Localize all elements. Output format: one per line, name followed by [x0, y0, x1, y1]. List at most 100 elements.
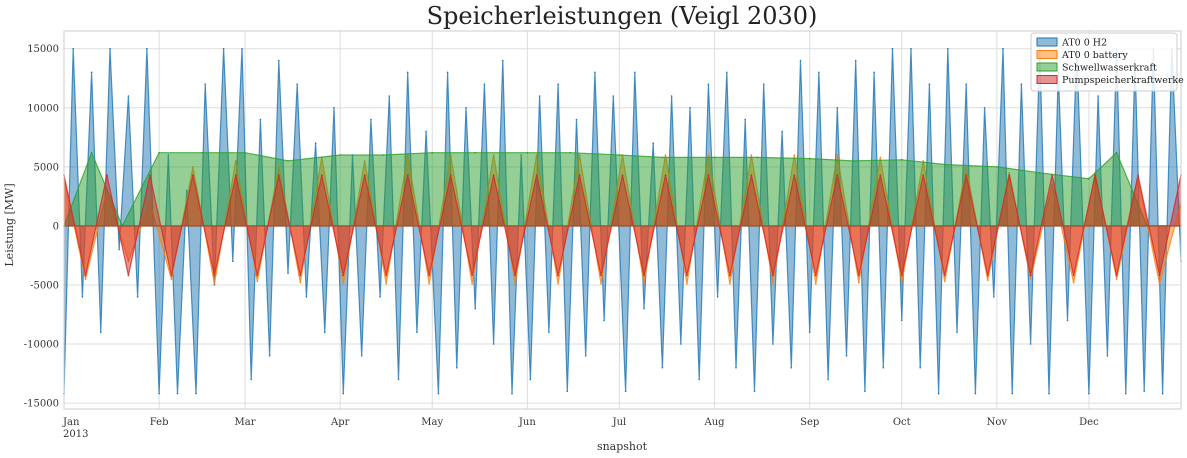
data-point [686, 283, 688, 285]
data-point [278, 59, 280, 62]
data-point [1097, 95, 1099, 97]
data-point [603, 319, 605, 322]
x-tick-label: Apr [330, 417, 350, 428]
data-point [1072, 281, 1075, 284]
data-point [901, 159, 903, 161]
x-tick-label: Oct [893, 417, 911, 428]
x-tick-label: Nov [987, 417, 1008, 428]
y-tick-label: 0 [53, 221, 59, 232]
data-point [268, 355, 271, 357]
data-point [756, 156, 759, 159]
data-point [772, 274, 774, 277]
data-point [1039, 172, 1041, 174]
data-point [474, 307, 477, 310]
legend-box [1030, 32, 1178, 92]
data-point [793, 174, 796, 176]
data-point [474, 151, 477, 154]
legend-swatch [1036, 62, 1058, 72]
data-point [90, 151, 93, 154]
plot-frame [63, 30, 1182, 410]
data-point [901, 281, 903, 284]
data-point [244, 151, 246, 154]
data-point [750, 174, 753, 176]
y-tick-label: 10000 [27, 103, 59, 114]
data-point [793, 154, 796, 156]
data-point [851, 160, 854, 162]
data-point [612, 95, 615, 97]
data-point [483, 83, 486, 85]
data-point [299, 281, 302, 284]
x-tick-label: Aug [704, 417, 726, 428]
data-point [986, 274, 989, 277]
data-point [84, 278, 87, 280]
data-point [1072, 274, 1075, 277]
data-point [1094, 174, 1096, 176]
data-point [781, 130, 783, 133]
legend-swatch [1036, 50, 1058, 59]
data-point [624, 390, 627, 393]
data-point [213, 283, 216, 285]
data-point [406, 71, 409, 74]
data-point [1088, 392, 1090, 395]
data-point [790, 366, 793, 369]
data-point [818, 71, 820, 74]
data-point [922, 160, 924, 162]
data-point [90, 71, 93, 74]
data-point [1002, 47, 1004, 50]
data-point [250, 378, 252, 381]
data-point [1066, 319, 1069, 322]
data-point [548, 331, 550, 334]
data-point [1115, 278, 1118, 280]
data-point [259, 118, 262, 121]
data-point [370, 118, 372, 121]
data-point [557, 283, 559, 285]
data-point [873, 71, 875, 74]
data-point [136, 296, 139, 298]
legend-item: Schwellwasserkraft [1036, 62, 1157, 74]
data-point [492, 174, 495, 176]
data-point [449, 174, 452, 176]
series-1 [63, 47, 1182, 395]
data-point [342, 392, 345, 395]
data-point [170, 274, 173, 277]
data-point [594, 71, 596, 74]
data-point [753, 390, 756, 393]
legend-swatch [1036, 75, 1058, 84]
data-point [716, 296, 719, 298]
y-tick-label: -15000 [24, 399, 59, 410]
data-point [342, 274, 345, 277]
data-point [84, 274, 87, 277]
data-point [431, 151, 434, 154]
data-point [314, 142, 317, 144]
legend-label: Pumpspeicherkraftwerke [1062, 75, 1184, 86]
data-point [305, 296, 308, 298]
data-point [744, 118, 746, 121]
data-point [618, 154, 621, 156]
data-point [1088, 177, 1090, 180]
data-point [680, 343, 682, 345]
legend-swatch [1036, 37, 1058, 47]
x-tick-sublabel: 2013 [63, 429, 88, 440]
data-point [241, 47, 243, 50]
data-point [511, 392, 513, 395]
data-point [204, 83, 206, 85]
data-point [339, 154, 342, 156]
data-point [652, 142, 654, 144]
data-point [879, 174, 882, 176]
data-point [729, 283, 731, 285]
data-point [465, 107, 467, 109]
data-point [569, 151, 572, 154]
data-point [213, 284, 216, 286]
data-point [109, 47, 111, 50]
data-point [437, 392, 440, 395]
data-point [1020, 83, 1023, 85]
data-point [735, 366, 737, 369]
y-tick-label: -10000 [24, 340, 59, 351]
data-point [146, 47, 148, 50]
data-point [670, 95, 673, 97]
data-point [858, 281, 860, 284]
data-point [406, 174, 409, 176]
series-layer [63, 47, 1182, 395]
